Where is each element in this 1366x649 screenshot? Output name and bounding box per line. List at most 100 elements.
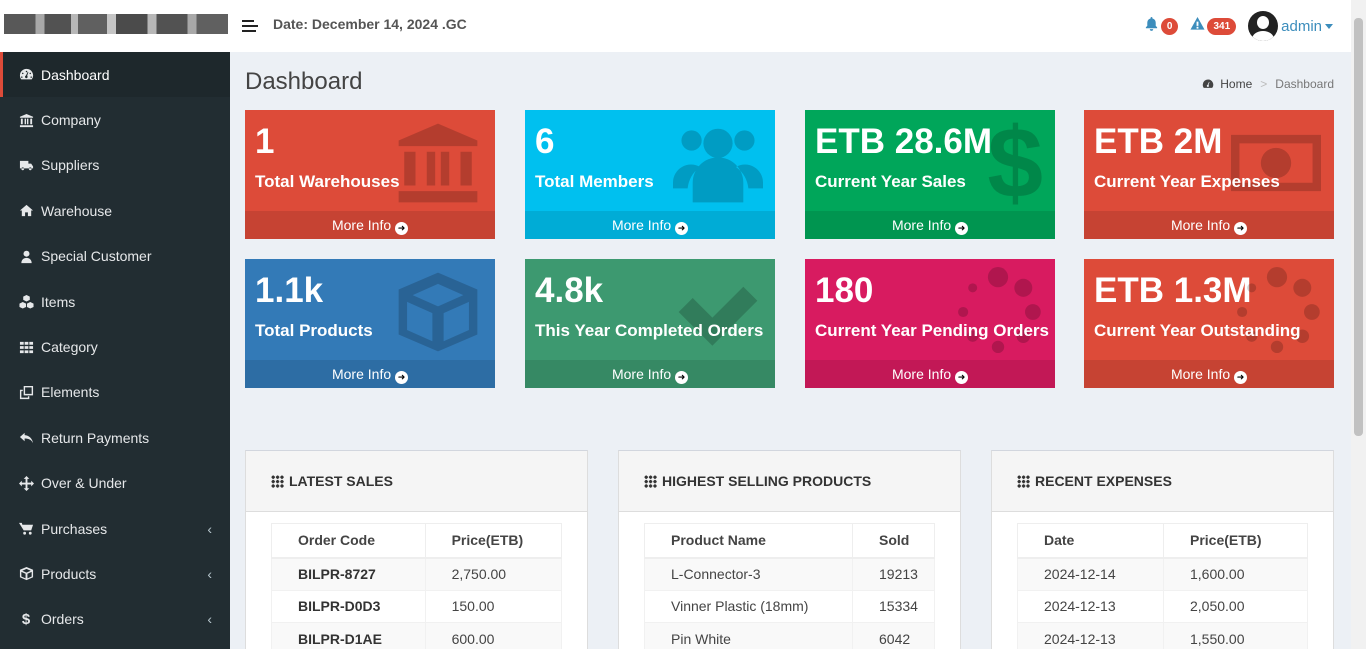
- more-info-label: More Info: [611, 217, 672, 233]
- logo-image: [4, 14, 228, 34]
- page-title: Dashboard: [245, 68, 363, 95]
- table-row[interactable]: 2024-12-14 1,600.00: [1017, 557, 1308, 591]
- price: 150.00: [424, 589, 563, 623]
- column-header[interactable]: Product Name: [644, 523, 853, 559]
- recent-expenses-table: Date Price(ETB) 2024-12-14 1,600.00 2024…: [1017, 523, 1308, 649]
- more-info-link[interactable]: More Info ➜: [1084, 360, 1334, 388]
- more-info-link[interactable]: More Info ➜: [245, 211, 495, 239]
- sidebar-item-label: Orders: [41, 611, 84, 628]
- table-row[interactable]: 2024-12-13 1,550.00: [1017, 622, 1308, 649]
- more-info-label: More Info: [331, 217, 392, 233]
- sidebar-item-label: Category: [41, 339, 98, 356]
- stat-value: 4.8k: [535, 271, 604, 310]
- sidebar-item-suppliers[interactable]: Suppliers: [0, 143, 230, 188]
- caret-down-icon: [1325, 23, 1333, 29]
- sidebar-menu: Dashboard Company Suppliers Warehouse Sp…: [0, 52, 230, 642]
- stat-value: 1.1k: [255, 271, 324, 310]
- sidebar-item-purchases[interactable]: Purchases ‹: [0, 506, 230, 551]
- notifications-button[interactable]: 0: [1144, 16, 1179, 36]
- more-info-label: More Info: [611, 366, 672, 382]
- logo[interactable]: [0, 0, 230, 52]
- sidebar-item-label: Dashboard: [41, 66, 110, 83]
- column-header[interactable]: Price(ETB): [424, 523, 563, 559]
- order-code: BILPR-8727: [271, 557, 426, 591]
- th-icon: [1017, 474, 1030, 488]
- more-info-label: More Info: [891, 217, 952, 233]
- sidebar-item-warehouse[interactable]: Warehouse: [0, 188, 230, 233]
- price: 2,050.00: [1163, 589, 1308, 623]
- spinner-icon: [1232, 267, 1322, 357]
- arrow-circle-right-icon: ➜: [1234, 222, 1248, 235]
- table-row[interactable]: 2024-12-13 2,050.00: [1017, 589, 1308, 623]
- dashboard-icon: [1203, 79, 1214, 88]
- sidebar-item-elements[interactable]: Elements: [0, 370, 230, 415]
- stat-box-total-warehouses: 1 Total Warehouses More Info ➜: [245, 110, 495, 239]
- table-row[interactable]: Vinner Plastic (18mm) 15334: [644, 589, 935, 623]
- stat-label: Current Year Expenses: [1094, 172, 1280, 191]
- menu-toggle-icon[interactable]: [242, 20, 258, 35]
- more-info-link[interactable]: More Info ➜: [245, 360, 495, 388]
- sidebar-item-products[interactable]: Products ‹: [0, 551, 230, 596]
- alerts-button[interactable]: 341: [1190, 16, 1237, 36]
- more-info-link[interactable]: More Info ➜: [805, 211, 1055, 239]
- table-row[interactable]: L-Connector-3 19213: [644, 557, 935, 591]
- avatar: [1248, 11, 1279, 41]
- table-row[interactable]: BILPR-8727 2,750.00: [271, 557, 563, 591]
- sidebar-item-label: Products: [41, 565, 97, 582]
- sidebar-item-label: Over & Under: [41, 475, 127, 492]
- more-info-link[interactable]: More Info ➜: [525, 360, 775, 388]
- latest-sales-table: Order Code Price(ETB) BILPR-8727 2,750.0…: [271, 523, 563, 649]
- user-menu[interactable]: admin: [1248, 11, 1333, 41]
- user-name: admin: [1281, 17, 1322, 35]
- more-info-link[interactable]: More Info ➜: [525, 211, 775, 239]
- arrow-circle-right-icon: ➜: [955, 371, 969, 384]
- column-header[interactable]: Date: [1017, 523, 1164, 559]
- column-header[interactable]: Price(ETB): [1163, 523, 1308, 559]
- arrow-circle-right-icon: ➜: [955, 222, 969, 235]
- column-header[interactable]: Sold: [852, 523, 935, 559]
- product-name: L-Connector-3: [644, 557, 853, 591]
- cube-icon: [18, 566, 34, 581]
- more-info-link[interactable]: More Info ➜: [805, 360, 1055, 388]
- more-info-label: More Info: [1170, 366, 1231, 382]
- grid-icon: [18, 340, 34, 355]
- sidebar-item-over-under[interactable]: Over & Under: [0, 461, 230, 506]
- scrollbar-thumb[interactable]: [1354, 18, 1363, 436]
- column-header[interactable]: Order Code: [271, 523, 426, 559]
- more-info-label: More Info: [331, 366, 392, 382]
- chevron-left-icon: ‹: [207, 565, 212, 582]
- chevron-left-icon: ‹: [207, 520, 212, 537]
- notification-count-badge: 0: [1160, 17, 1179, 35]
- sidebar-item-special-customer[interactable]: Special Customer: [0, 234, 230, 279]
- more-info-link[interactable]: More Info ➜: [1084, 211, 1334, 239]
- table-row[interactable]: BILPR-D1AE 600.00: [271, 622, 563, 649]
- sidebar-item-label: Special Customer: [41, 248, 152, 265]
- dollar-icon: $: [21, 610, 31, 628]
- stat-label: This Year Completed Orders: [535, 321, 764, 340]
- sidebar-item-category[interactable]: Category: [0, 324, 230, 369]
- arrow-circle-right-icon: ➜: [1234, 371, 1248, 384]
- latest-sales-panel: LATEST SALES Order Code Price(ETB) BILPR…: [245, 450, 588, 649]
- stat-box-total-members: 6 Total Members More Info ➜: [525, 110, 775, 239]
- user-icon: [18, 249, 34, 264]
- table-row[interactable]: Pin White 6042: [644, 622, 935, 649]
- arrow-circle-right-icon: ➜: [675, 371, 689, 384]
- sidebar-item-orders[interactable]: $ Orders ‹: [0, 597, 230, 642]
- breadcrumb-home-link[interactable]: Home: [1220, 77, 1253, 91]
- spinner-icon: [953, 267, 1043, 357]
- sidebar-item-return-payments[interactable]: Return Payments: [0, 415, 230, 460]
- table-row[interactable]: BILPR-D0D3 150.00: [271, 589, 563, 623]
- panel-title: RECENT EXPENSES: [1035, 473, 1172, 489]
- stat-label: Current Year Pending Orders: [815, 321, 1049, 340]
- home-icon: [18, 203, 34, 218]
- page-scrollbar[interactable]: [1351, 0, 1366, 649]
- order-code: BILPR-D1AE: [271, 622, 426, 649]
- sidebar-item-items[interactable]: Items: [0, 279, 230, 324]
- more-info-label: More Info: [891, 366, 952, 382]
- sidebar-item-dashboard[interactable]: Dashboard: [0, 52, 230, 98]
- panel-title: LATEST SALES: [289, 473, 393, 489]
- sidebar-item-label: Purchases: [41, 520, 108, 537]
- sidebar-item-company[interactable]: Company: [0, 97, 230, 142]
- breadcrumb-separator: >: [1260, 77, 1268, 91]
- stat-label: Total Products: [255, 321, 373, 340]
